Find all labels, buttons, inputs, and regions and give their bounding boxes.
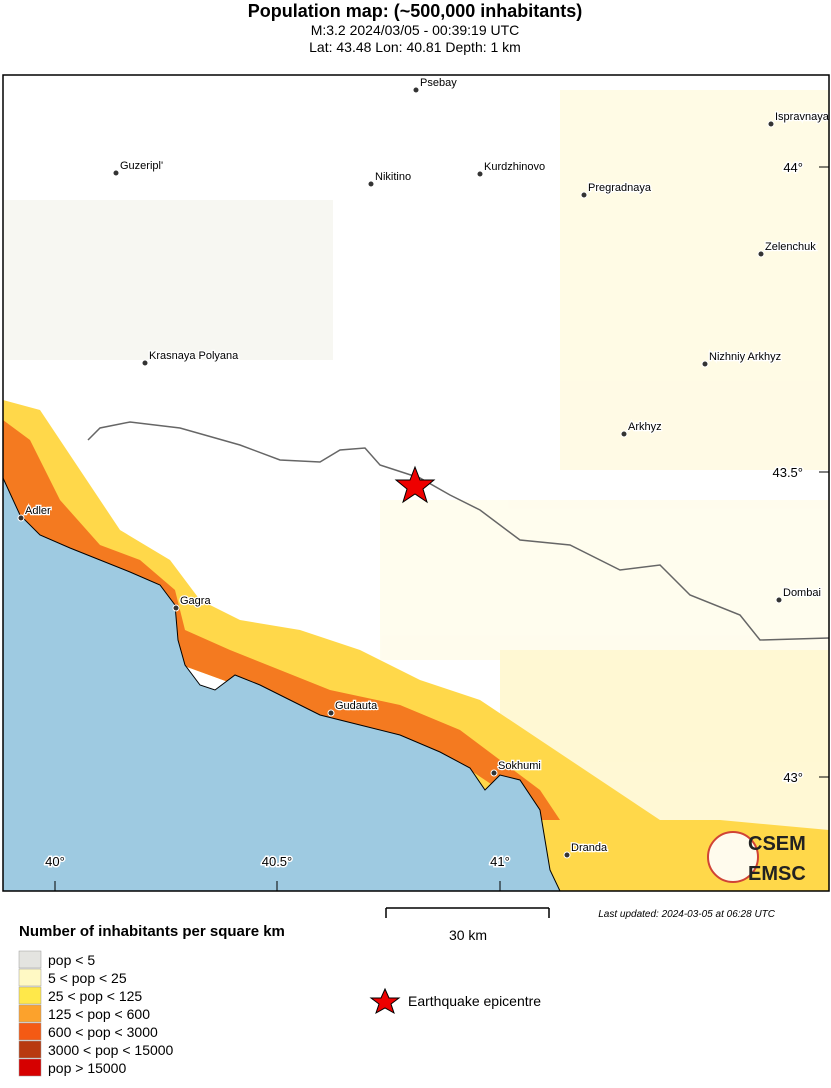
city-label: Arkhyz	[628, 421, 662, 433]
city-label: Nikitino	[375, 171, 411, 183]
logo-text: CSEM	[748, 833, 806, 855]
legend-title: Number of inhabitants per square km	[19, 923, 285, 940]
city-label: Dranda	[571, 842, 608, 854]
city-marker	[17, 514, 25, 522]
city-marker	[701, 360, 709, 368]
city-marker	[757, 250, 765, 258]
city-marker	[563, 851, 571, 859]
legend-epicentre: Earthquake epicentre	[408, 993, 541, 1009]
city-label: Zelenchuk	[765, 241, 816, 253]
lon-label: 40°	[45, 854, 65, 869]
city-label: Guzeripl'	[120, 160, 163, 172]
legend-label: pop > 15000	[48, 1060, 126, 1076]
city-marker	[775, 596, 783, 604]
legend-swatch	[18, 968, 42, 987]
legend-swatch	[18, 1022, 42, 1041]
legend-swatch	[18, 986, 42, 1005]
legend-label: 125 < pop < 600	[48, 1006, 150, 1022]
city-marker	[141, 359, 149, 367]
legend-star	[369, 987, 401, 1015]
city-label: Adler	[25, 505, 51, 517]
legend-label: 25 < pop < 125	[48, 988, 142, 1004]
legend-swatch	[18, 1040, 42, 1059]
legend-swatch	[18, 950, 42, 969]
city-label: Gagra	[180, 595, 211, 607]
city-marker	[490, 769, 498, 777]
city-marker	[580, 191, 588, 199]
last-updated: Last updated: 2024-03-05 at 06:28 UTC	[598, 909, 776, 920]
legend-swatch	[18, 1058, 42, 1077]
city-marker	[172, 604, 180, 612]
city-label: Sokhumi	[498, 760, 541, 772]
title: Population map: (~500,000 inhabitants)	[248, 1, 583, 21]
city-label: Gudauta	[335, 700, 378, 712]
legend-swatch	[18, 1004, 42, 1023]
city-label: Nizhniy Arkhyz	[709, 351, 781, 363]
lon-label: 40.5°	[262, 854, 293, 869]
city-marker	[367, 180, 375, 188]
border	[87, 421, 829, 641]
subtitle: M:3.2 2024/03/05 - 00:39:19 UTC	[311, 22, 520, 38]
city-marker	[767, 120, 775, 128]
legend-label: 600 < pop < 3000	[48, 1024, 158, 1040]
legend-label: pop < 5	[48, 952, 95, 968]
city-marker	[112, 169, 120, 177]
lat-label: 43°	[783, 770, 803, 785]
legend-label: 3000 < pop < 15000	[48, 1042, 174, 1058]
city-marker	[327, 709, 335, 717]
lat-label: 43.5°	[772, 465, 803, 480]
city-label: Krasnaya Polyana	[149, 350, 239, 362]
city-marker	[412, 86, 420, 94]
sea	[3, 477, 561, 891]
map: Psebay Ispravnaya Guzeripl' Nikitino Kurdzhi…	[3, 75, 830, 891]
lat-label: 44°	[783, 160, 803, 175]
logo-text: EMSC	[748, 863, 806, 885]
city-label: Kurdzhinovo	[484, 161, 545, 173]
map-frame	[2, 74, 830, 892]
lon-label: 41°	[490, 854, 510, 869]
city-label: Dombai	[783, 587, 821, 599]
subtitle: Lat: 43.48 Lon: 40.81 Depth: 1 km	[309, 39, 521, 55]
city-label: Pregradnaya	[588, 182, 652, 194]
coastal-population-dense	[3, 420, 560, 820]
city-label: Ispravnaya	[775, 111, 830, 123]
city-label: Psebay	[420, 77, 457, 89]
logo: CSEM EMSC	[707, 831, 806, 885]
epicentre-star	[394, 465, 436, 504]
city-marker	[620, 430, 628, 438]
city-marker	[476, 170, 484, 178]
legend-label: 5 < pop < 25	[48, 970, 127, 986]
scale-label: 30 km	[449, 927, 487, 943]
